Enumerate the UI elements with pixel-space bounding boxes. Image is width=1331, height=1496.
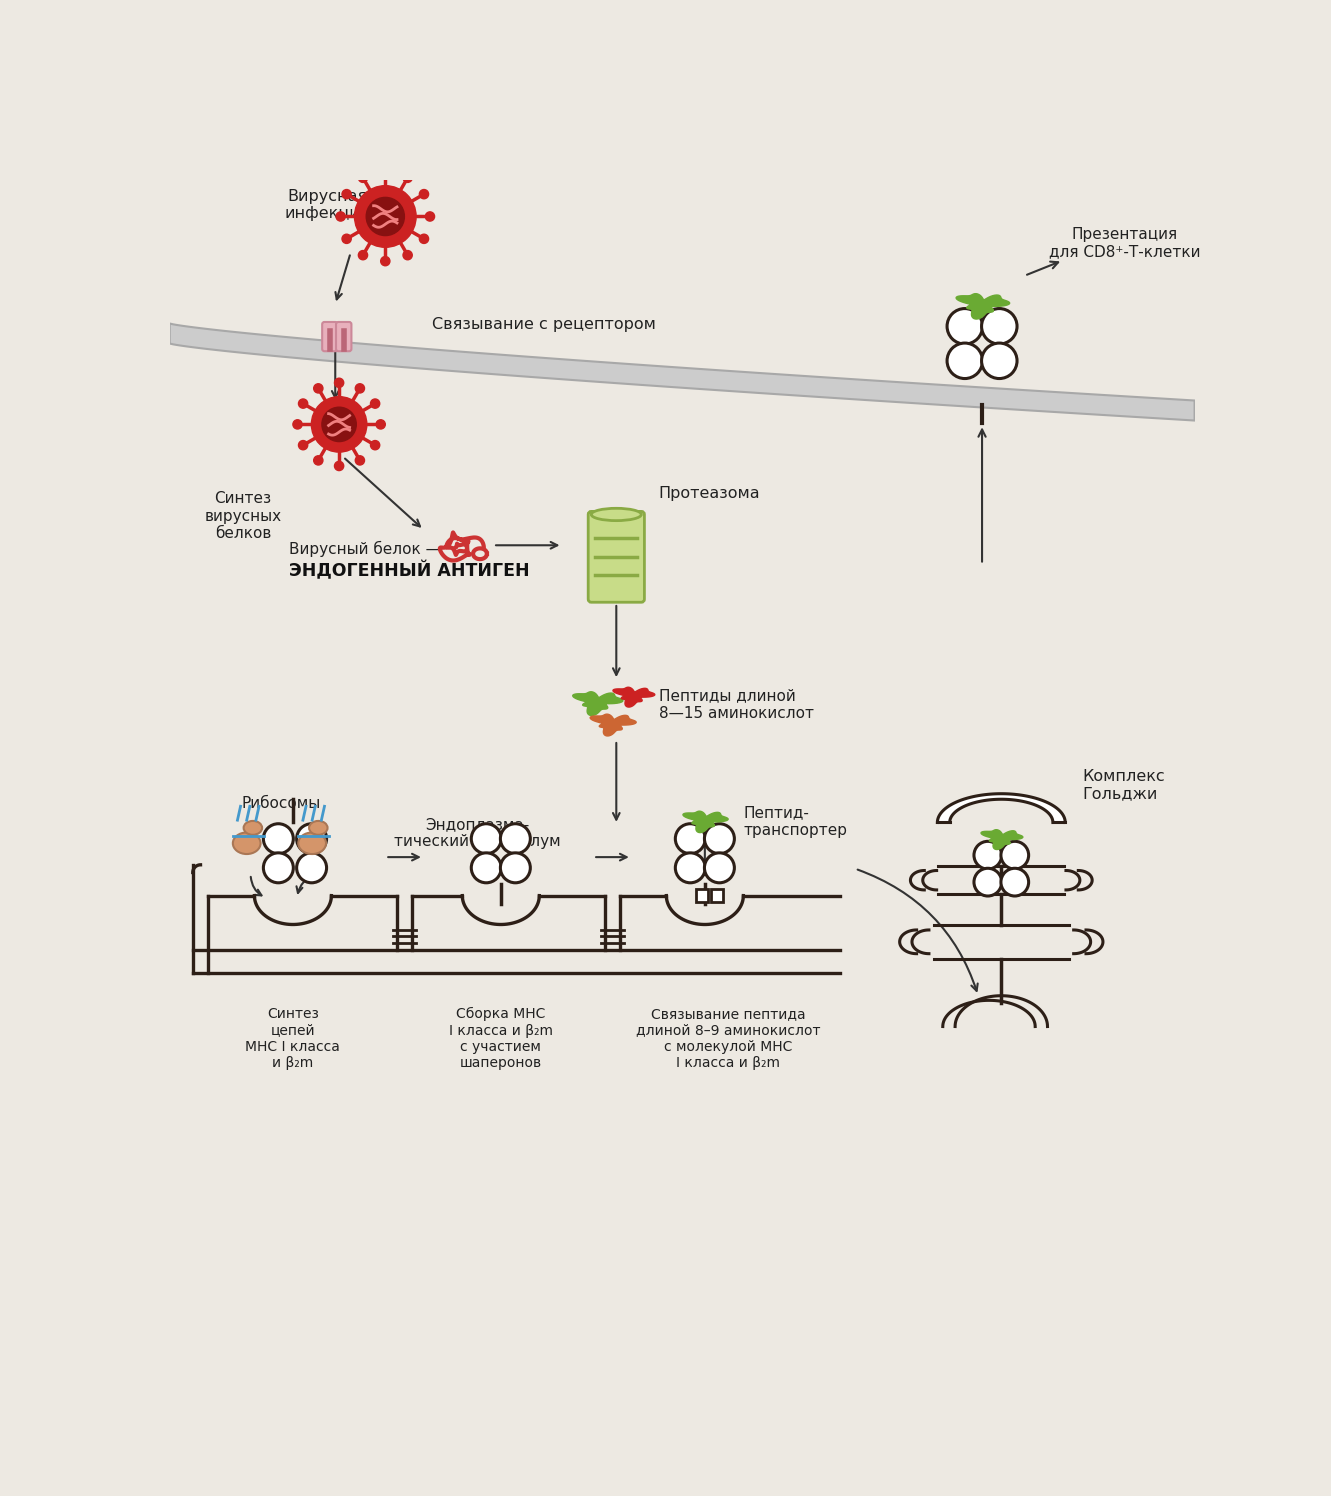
Circle shape [355, 384, 365, 393]
Circle shape [334, 461, 343, 471]
Circle shape [948, 308, 982, 344]
Ellipse shape [233, 832, 261, 854]
Circle shape [298, 440, 307, 450]
Ellipse shape [298, 832, 326, 854]
Text: ЭНДОГЕННЫЙ АНТИГЕН: ЭНДОГЕННЫЙ АНТИГЕН [289, 561, 530, 580]
Polygon shape [937, 794, 1065, 823]
Text: Связывание пептида
длиной 8–9 аминокислот
с молекулой МНС
I класса и β₂m: Связывание пептида длиной 8–9 аминокисло… [636, 1007, 820, 1070]
Polygon shape [614, 687, 655, 708]
Polygon shape [683, 811, 728, 833]
Circle shape [471, 824, 502, 854]
Circle shape [974, 868, 1002, 896]
Circle shape [419, 190, 429, 199]
Circle shape [370, 440, 379, 450]
Text: Вирусный белок —: Вирусный белок — [289, 542, 441, 557]
Polygon shape [572, 691, 623, 715]
Polygon shape [590, 714, 636, 736]
Text: Синтез
вирусных
белков: Синтез вирусных белков [204, 491, 281, 542]
Circle shape [358, 250, 367, 260]
Circle shape [974, 841, 1002, 869]
Ellipse shape [591, 509, 642, 521]
Circle shape [1001, 868, 1029, 896]
Circle shape [293, 420, 302, 429]
Circle shape [377, 420, 385, 429]
Circle shape [297, 853, 326, 883]
Circle shape [342, 190, 351, 199]
Bar [711, 890, 723, 902]
Circle shape [419, 235, 429, 244]
Circle shape [981, 308, 1017, 344]
Circle shape [1001, 841, 1029, 869]
Circle shape [298, 399, 307, 408]
Text: Эндоплазма-
тический ретикулум: Эндоплазма- тический ретикулум [394, 817, 560, 850]
Circle shape [311, 396, 367, 452]
Circle shape [675, 824, 705, 854]
Circle shape [370, 399, 379, 408]
Bar [696, 890, 708, 902]
Circle shape [403, 250, 413, 260]
Text: Комплекс
Гольджи: Комплекс Гольджи [1082, 769, 1165, 800]
Circle shape [334, 378, 343, 387]
Text: Вирусная
инфекция: Вирусная инфекция [285, 188, 370, 221]
Text: Связывание с рецептором: Связывание с рецептором [431, 317, 655, 332]
FancyBboxPatch shape [322, 322, 338, 352]
FancyBboxPatch shape [588, 512, 644, 603]
Circle shape [314, 384, 323, 393]
Circle shape [314, 456, 323, 465]
Text: Пептид-
транспортер: Пептид- транспортер [743, 805, 848, 838]
Circle shape [403, 174, 413, 183]
Text: Рибосомы: Рибосомы [242, 796, 321, 811]
FancyBboxPatch shape [335, 322, 351, 352]
Circle shape [675, 853, 705, 883]
Circle shape [500, 853, 530, 883]
Ellipse shape [244, 821, 262, 835]
Text: Протеазома: Протеазома [659, 486, 760, 501]
Polygon shape [170, 323, 1195, 420]
Circle shape [322, 407, 357, 441]
Text: Сборка МНС
I класса и β₂m
с участием
шаперонов: Сборка МНС I класса и β₂m с участием шап… [449, 1007, 552, 1070]
Circle shape [381, 168, 390, 177]
Circle shape [471, 853, 502, 883]
Circle shape [335, 212, 345, 221]
Circle shape [704, 824, 735, 854]
Polygon shape [956, 293, 1010, 319]
Circle shape [342, 235, 351, 244]
Circle shape [264, 824, 293, 854]
Circle shape [297, 824, 326, 854]
Circle shape [948, 343, 982, 378]
Circle shape [381, 256, 390, 266]
Circle shape [981, 343, 1017, 378]
Text: Презентация
для CD8⁺-Т-клетки: Презентация для CD8⁺-Т-клетки [1049, 227, 1201, 260]
Circle shape [358, 174, 367, 183]
Circle shape [704, 853, 735, 883]
Polygon shape [981, 830, 1022, 850]
Circle shape [366, 197, 405, 235]
Circle shape [264, 853, 293, 883]
Circle shape [355, 456, 365, 465]
Circle shape [354, 186, 417, 247]
Text: Пептиды длиной
8—15 аминокислот: Пептиды длиной 8—15 аминокислот [659, 688, 813, 721]
Ellipse shape [309, 821, 327, 835]
Circle shape [426, 212, 435, 221]
Circle shape [500, 824, 530, 854]
Text: Синтез
цепей
МНС I класса
и β₂m: Синтез цепей МНС I класса и β₂m [245, 1007, 341, 1070]
